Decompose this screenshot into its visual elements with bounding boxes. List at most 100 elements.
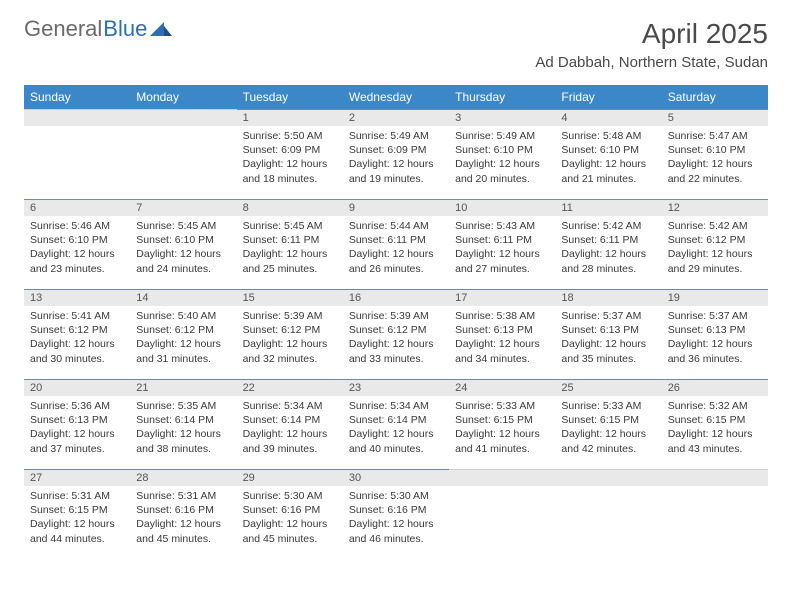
day-info: Sunrise: 5:46 AMSunset: 6:10 PMDaylight:… <box>24 216 130 276</box>
sunrise-text: Sunrise: 5:30 AM <box>243 489 337 503</box>
day-number: 29 <box>237 469 343 486</box>
daylight-text-2: and 40 minutes. <box>349 442 443 456</box>
sunrise-text: Sunrise: 5:50 AM <box>243 129 337 143</box>
sunrise-text: Sunrise: 5:31 AM <box>136 489 230 503</box>
sunrise-text: Sunrise: 5:40 AM <box>136 309 230 323</box>
day-info: Sunrise: 5:42 AMSunset: 6:12 PMDaylight:… <box>662 216 768 276</box>
sunrise-text: Sunrise: 5:39 AM <box>243 309 337 323</box>
day-number: 9 <box>343 199 449 216</box>
daylight-text-1: Daylight: 12 hours <box>349 427 443 441</box>
sunrise-text: Sunrise: 5:31 AM <box>30 489 124 503</box>
weekday-header: Sunday <box>24 85 130 109</box>
calendar-week-row: 20Sunrise: 5:36 AMSunset: 6:13 PMDayligh… <box>24 379 768 469</box>
sunrise-text: Sunrise: 5:42 AM <box>668 219 762 233</box>
calendar-cell: 21Sunrise: 5:35 AMSunset: 6:14 PMDayligh… <box>130 379 236 469</box>
daylight-text-1: Daylight: 12 hours <box>243 517 337 531</box>
daylight-text-1: Daylight: 12 hours <box>349 157 443 171</box>
sunset-text: Sunset: 6:16 PM <box>243 503 337 517</box>
sunset-text: Sunset: 6:11 PM <box>349 233 443 247</box>
sunrise-text: Sunrise: 5:45 AM <box>243 219 337 233</box>
daylight-text-1: Daylight: 12 hours <box>243 337 337 351</box>
day-number: 6 <box>24 199 130 216</box>
weekday-header: Saturday <box>662 85 768 109</box>
daylight-text-2: and 35 minutes. <box>561 352 655 366</box>
day-info: Sunrise: 5:45 AMSunset: 6:10 PMDaylight:… <box>130 216 236 276</box>
sunset-text: Sunset: 6:15 PM <box>30 503 124 517</box>
calendar-cell: 27 Sunrise: 5:31 AMSunset: 6:15 PMDayligh… <box>24 469 130 559</box>
daylight-text-1: Daylight: 12 hours <box>136 427 230 441</box>
daylight-text-1: Daylight: 12 hours <box>668 337 762 351</box>
day-number: 26 <box>662 379 768 396</box>
calendar-cell: 1Sunrise: 5:50 AMSunset: 6:09 PMDaylight… <box>237 109 343 199</box>
sunset-text: Sunset: 6:16 PM <box>349 503 443 517</box>
day-number: 19 <box>662 289 768 306</box>
sunset-text: Sunset: 6:13 PM <box>668 323 762 337</box>
page-header: GeneralBlue April 2025 Ad Dabbah, Northe… <box>24 18 768 71</box>
sunset-text: Sunset: 6:14 PM <box>349 413 443 427</box>
sunrise-text: Sunrise: 5:43 AM <box>455 219 549 233</box>
sunrise-text: Sunrise: 5:32 AM <box>668 399 762 413</box>
calendar-cell: 5Sunrise: 5:47 AMSunset: 6:10 PMDaylight… <box>662 109 768 199</box>
calendar-cell <box>130 109 236 199</box>
day-number: 8 <box>237 199 343 216</box>
daylight-text-2: and 32 minutes. <box>243 352 337 366</box>
day-info: Sunrise: 5:49 AMSunset: 6:10 PMDaylight:… <box>449 126 555 186</box>
day-number: 17 <box>449 289 555 306</box>
calendar-cell: 6Sunrise: 5:46 AMSunset: 6:10 PMDaylight… <box>24 199 130 289</box>
sunset-text: Sunset: 6:16 PM <box>136 503 230 517</box>
weekday-header: Wednesday <box>343 85 449 109</box>
day-number: 13 <box>24 289 130 306</box>
sunset-text: Sunset: 6:12 PM <box>30 323 124 337</box>
weekday-header: Thursday <box>449 85 555 109</box>
daylight-text-1: Daylight: 12 hours <box>668 247 762 261</box>
daylight-text-1: Daylight: 12 hours <box>561 337 655 351</box>
calendar-cell: 10Sunrise: 5:43 AMSunset: 6:11 PMDayligh… <box>449 199 555 289</box>
day-number: 20 <box>24 379 130 396</box>
day-info: Sunrise: 5:48 AMSunset: 6:10 PMDaylight:… <box>555 126 661 186</box>
sunset-text: Sunset: 6:09 PM <box>349 143 443 157</box>
daylight-text-1: Daylight: 12 hours <box>455 157 549 171</box>
calendar-cell <box>24 109 130 199</box>
calendar-cell <box>555 469 661 559</box>
daylight-text-1: Daylight: 12 hours <box>349 337 443 351</box>
daylight-text-1: Daylight: 12 hours <box>455 337 549 351</box>
sunset-text: Sunset: 6:12 PM <box>243 323 337 337</box>
calendar-cell: 29 Sunrise: 5:30 AMSunset: 6:16 PMDayligh… <box>237 469 343 559</box>
sunset-text: Sunset: 6:10 PM <box>136 233 230 247</box>
daylight-text-1: Daylight: 12 hours <box>561 247 655 261</box>
sunset-text: Sunset: 6:11 PM <box>243 233 337 247</box>
calendar-cell: 17Sunrise: 5:38 AMSunset: 6:13 PMDayligh… <box>449 289 555 379</box>
day-number-empty <box>130 109 236 126</box>
weekday-header: Monday <box>130 85 236 109</box>
calendar-cell: 15Sunrise: 5:39 AMSunset: 6:12 PMDayligh… <box>237 289 343 379</box>
sunset-text: Sunset: 6:09 PM <box>243 143 337 157</box>
calendar-cell: 28Sunrise: 5:31 AMSunset: 6:16 PMDayligh… <box>130 469 236 559</box>
calendar-week-row: 1Sunrise: 5:50 AMSunset: 6:09 PMDaylight… <box>24 109 768 199</box>
daylight-text-2: and 18 minutes. <box>243 172 337 186</box>
sunset-text: Sunset: 6:15 PM <box>455 413 549 427</box>
day-number: 30 <box>343 469 449 486</box>
daylight-text-1: Daylight: 12 hours <box>30 517 124 531</box>
sunrise-text: Sunrise: 5:35 AM <box>136 399 230 413</box>
title-block: April 2025 Ad Dabbah, Northern State, Su… <box>535 18 768 71</box>
day-info: Sunrise: 5:30 AMSunset: 6:16 PMDaylight:… <box>343 486 449 546</box>
calendar-cell: 14Sunrise: 5:40 AMSunset: 6:12 PMDayligh… <box>130 289 236 379</box>
day-info: Sunrise: 5:47 AMSunset: 6:10 PMDaylight:… <box>662 126 768 186</box>
location-text: Ad Dabbah, Northern State, Sudan <box>535 54 768 71</box>
daylight-text-1: Daylight: 12 hours <box>30 247 124 261</box>
daylight-text-1: Daylight: 12 hours <box>243 157 337 171</box>
day-number: 5 <box>662 109 768 126</box>
daylight-text-2: and 24 minutes. <box>136 262 230 276</box>
daylight-text-2: and 20 minutes. <box>455 172 549 186</box>
sunrise-text: Sunrise: 5:49 AM <box>349 129 443 143</box>
day-info: Sunrise: 5:41 AMSunset: 6:12 PMDaylight:… <box>24 306 130 366</box>
day-info: Sunrise: 5:37 AMSunset: 6:13 PMDaylight:… <box>555 306 661 366</box>
daylight-text-1: Daylight: 12 hours <box>243 427 337 441</box>
day-number: 12 <box>662 199 768 216</box>
day-number: 27 <box>24 469 130 486</box>
daylight-text-2: and 28 minutes. <box>561 262 655 276</box>
day-info: Sunrise: 5:45 AMSunset: 6:11 PMDaylight:… <box>237 216 343 276</box>
calendar-cell: 18Sunrise: 5:37 AMSunset: 6:13 PMDayligh… <box>555 289 661 379</box>
day-number: 28 <box>130 469 236 486</box>
calendar-cell: 12Sunrise: 5:42 AMSunset: 6:12 PMDayligh… <box>662 199 768 289</box>
